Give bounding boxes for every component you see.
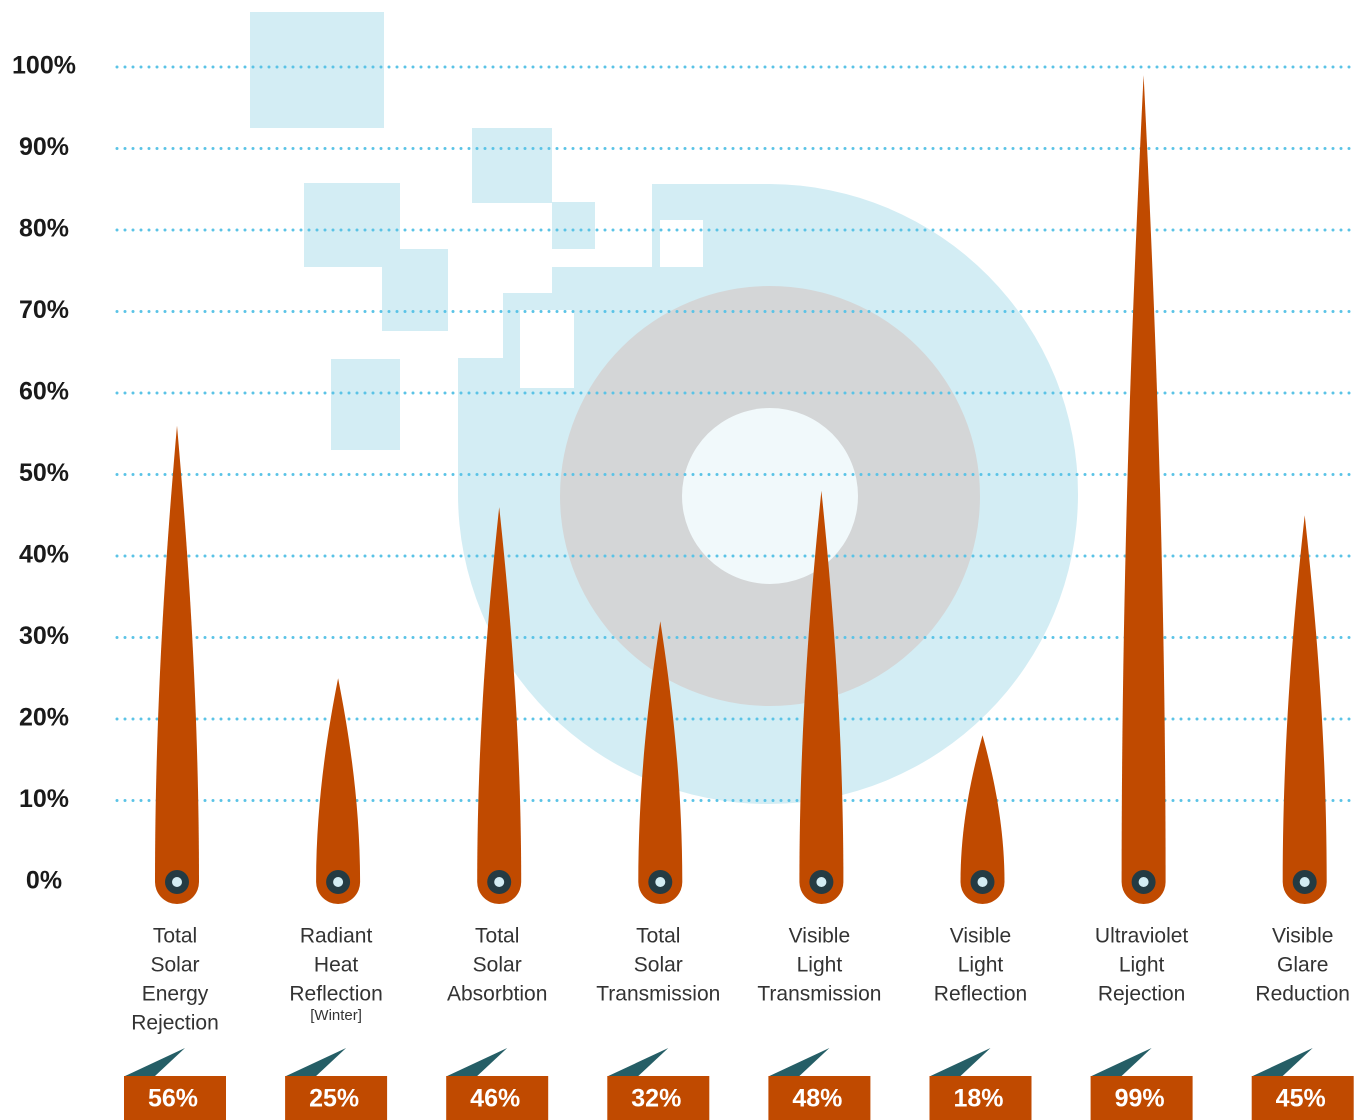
category-label: Light (1119, 954, 1165, 977)
category-label: Rejection (131, 1012, 219, 1035)
category-label: Light (797, 954, 843, 977)
label-tail (125, 1048, 185, 1076)
category-label: Reduction (1255, 983, 1350, 1006)
spike (477, 507, 522, 905)
spike-hub-center (333, 877, 344, 887)
y-tick-label: 10% (19, 785, 69, 813)
spike-hub-center (1299, 877, 1310, 887)
background-decoration (250, 12, 1078, 804)
spike (1282, 515, 1327, 905)
category-label: Reflection (934, 983, 1027, 1006)
category-label: Visible (789, 925, 850, 948)
category-label: Solar (473, 954, 522, 977)
y-tick-label: 20% (19, 704, 69, 732)
y-tick-label: 0% (26, 867, 62, 895)
spike (799, 490, 844, 905)
y-tick-label: 60% (19, 378, 69, 406)
category-label: Total (475, 925, 519, 948)
value-label: 99% (1115, 1085, 1165, 1113)
value-label: 32% (631, 1085, 681, 1113)
spike (155, 425, 199, 904)
y-tick-label: 90% (19, 133, 69, 161)
category-label: Absorbtion (447, 983, 547, 1006)
category-label: Total (636, 925, 680, 948)
value-box (124, 1076, 226, 1120)
category-label: Heat (314, 954, 359, 977)
spike-hub-center (977, 877, 988, 887)
category-label: Transmission (757, 983, 881, 1006)
value-box (1090, 1076, 1193, 1120)
label-tail (608, 1048, 669, 1076)
spike (1121, 75, 1166, 905)
category-label: Solar (150, 954, 199, 977)
category-label: Visible (1272, 925, 1333, 948)
value-label: 25% (309, 1085, 359, 1113)
value-label: 48% (792, 1085, 842, 1113)
category-label: Visible (950, 925, 1011, 948)
category-label: Energy (142, 983, 209, 1006)
y-tick-label: 70% (19, 296, 69, 324)
label-tail (769, 1048, 830, 1076)
spike (960, 735, 1005, 905)
value-label: 45% (1276, 1085, 1326, 1113)
category-label: Radiant (300, 925, 373, 948)
label-tail (1252, 1048, 1313, 1076)
value-box (607, 1076, 710, 1120)
category-label: Total (153, 925, 197, 948)
y-tick-label: 40% (19, 541, 69, 569)
value-box (768, 1076, 871, 1120)
value-box (929, 1076, 1032, 1120)
category-label: Ultraviolet (1095, 925, 1189, 948)
spike-hub-center (494, 877, 505, 887)
category-label: [Winter] (310, 1007, 362, 1024)
category-label: Rejection (1098, 983, 1186, 1006)
category-label: Solar (634, 954, 683, 977)
value-box (1251, 1076, 1354, 1120)
value-label: 18% (953, 1085, 1003, 1113)
category-label: Transmission (596, 983, 720, 1006)
y-tick-label: 30% (19, 622, 69, 650)
y-tick-label: 80% (19, 215, 69, 243)
label-tail (930, 1048, 991, 1076)
y-tick-label: 50% (19, 459, 69, 487)
category-label: Glare (1277, 954, 1328, 977)
spike (638, 621, 683, 905)
category-label: Light (958, 954, 1004, 977)
category-label: Reflection (289, 983, 382, 1006)
label-tail (286, 1048, 347, 1076)
spike-hub-center (655, 877, 666, 887)
spike-hub-center (1138, 877, 1149, 887)
spike-hub-center (816, 877, 827, 887)
spike (316, 678, 361, 905)
label-tail (1091, 1048, 1152, 1076)
value-label: 56% (148, 1085, 198, 1113)
y-tick-label: 100% (12, 52, 76, 80)
value-box (285, 1076, 388, 1120)
spike-hub-center (172, 877, 182, 887)
label-tail (447, 1048, 508, 1076)
value-box (446, 1076, 549, 1120)
value-label: 46% (470, 1085, 520, 1113)
